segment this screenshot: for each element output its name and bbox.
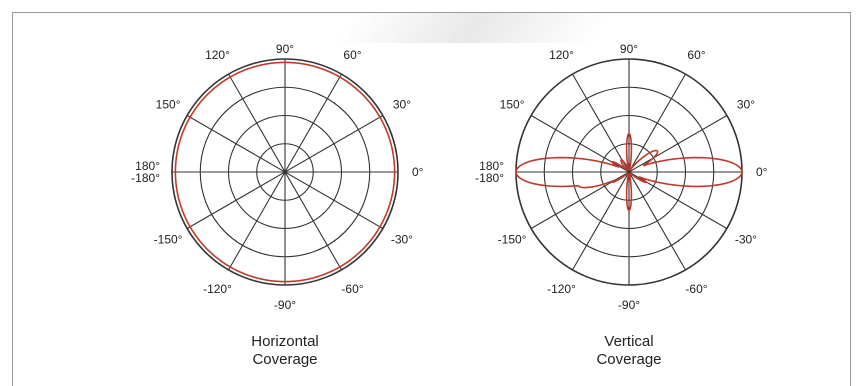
gain-pattern-line [174,61,396,283]
angle-tick-label: 120° [549,48,574,62]
angle-tick-label: 0° [412,165,424,179]
angle-tick-label: -60° [341,282,363,296]
vertical-coverage-chart: 0° 30° 60° 90° 120° 150° 180° -180° -150° -120° -9… [475,42,768,368]
horizontal-coverage-chart: 0° 30° 60° 90° 120° 150° 180° -180° -150° -120° -9… [131,42,424,368]
angle-tick-label: 90° [620,42,638,56]
angle-tick-label: 180° -180° [475,159,504,185]
angle-tick-label: 30° [737,98,755,112]
angle-tick-label: 60° [687,48,705,62]
angle-tick-label: -150° [154,233,183,247]
angle-tick-label: -120° [203,282,232,296]
angle-tick-label: -60° [685,282,707,296]
chart-caption: Vertical Coverage [596,333,661,368]
angle-tick-label: -30° [735,233,757,247]
angle-tick-label: 150° [500,98,525,112]
gain-pattern-line [515,132,743,212]
figure-frame [12,12,851,386]
angle-tick-label: -150° [498,233,527,247]
angle-tick-label: 0° [756,165,768,179]
angle-tick-label: 60° [343,48,361,62]
angle-tick-label: 150° [156,98,181,112]
angle-tick-label: -90° [274,298,296,312]
angle-tick-label: -30° [391,233,413,247]
angle-tick-label: 90° [276,42,294,56]
angle-tick-label: -90° [618,298,640,312]
angle-tick-label: 30° [393,98,411,112]
angle-spoke [186,115,384,229]
angle-spoke [530,115,728,229]
angle-tick-label: -120° [547,282,576,296]
chart-caption: Horizontal Coverage [251,333,319,368]
angle-tick-label: 180° -180° [131,159,160,185]
angle-tick-label: 120° [205,48,230,62]
